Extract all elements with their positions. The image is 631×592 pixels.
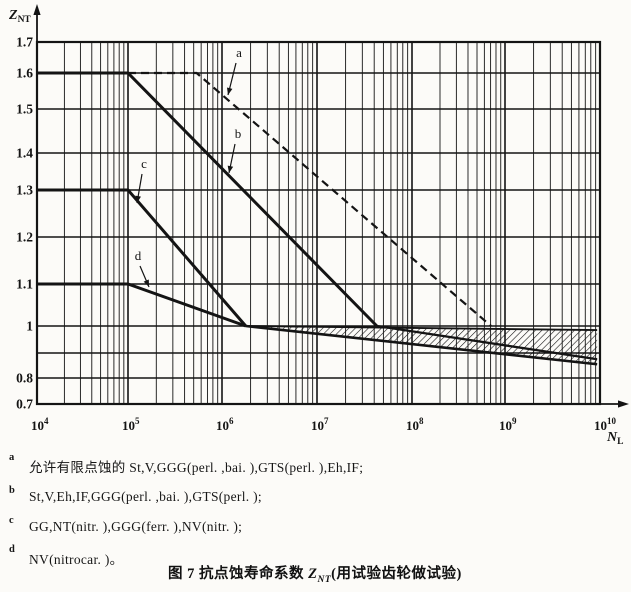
x-axis-title: NL <box>606 430 623 447</box>
y-tick-label: 1 <box>26 319 33 334</box>
footnote-c-text: GG,NT(nitr. ),GGG(ferr. ),NV(nitr. ); <box>29 519 243 534</box>
curve-label-arrowhead-b <box>227 165 234 173</box>
band-top <box>245 325 598 331</box>
chart-area: ZNT NL 1.7 1.6 1.5 1.4 1.3 1.2 1.1 1 0.8 0.7 104 105 1… <box>8 4 629 447</box>
x-tick-label: 105 <box>122 416 140 433</box>
curve-a <box>128 71 492 327</box>
y-tick-label: 1.5 <box>16 102 33 117</box>
curve-label-arrowhead-c <box>135 195 141 203</box>
y-axis-arrowhead <box>33 4 41 15</box>
y-tick-label: 1.4 <box>16 146 33 161</box>
x-tick-label: 104 <box>31 416 49 433</box>
curve-label-c: c <box>141 156 147 171</box>
x-tick-label: 109 <box>499 416 517 433</box>
footnote-a-text: 允许有限点蚀的 St,V,GGG(perl. ,bai. ),GTS(perl.… <box>29 460 364 475</box>
y-tick-label: 1.1 <box>16 277 33 292</box>
curve-b <box>37 71 378 328</box>
x-tick-label: 1010 <box>594 416 617 433</box>
caption-symbol-sub: NT <box>317 574 332 585</box>
curve-b-continuation <box>376 324 598 361</box>
y-tick-label: 1.2 <box>16 230 33 245</box>
caption-symbol: Z <box>308 566 318 582</box>
y-tick-label: 0.8 <box>16 371 33 386</box>
curve-label-d: d <box>135 248 142 263</box>
curve-label-a: a <box>236 45 242 60</box>
y-tick-label: 1.7 <box>16 35 33 50</box>
y-tick-label: 1.3 <box>16 183 33 198</box>
caption-prefix: 图 7 抗点蚀寿命系数 <box>168 566 309 582</box>
footnote-a-marker: a <box>9 452 15 463</box>
x-axis-arrowhead <box>618 400 629 408</box>
curve-label-arrowhead-d <box>143 279 149 287</box>
x-tick-label: 106 <box>216 416 234 433</box>
footnote-b-text: St,V,Eh,IF,GGG(perl. ,bai. ),GTS(perl. )… <box>29 489 262 504</box>
x-tick-label: 108 <box>406 416 424 433</box>
curve-label-arrowhead-a <box>226 87 233 95</box>
y-axis-title: ZNT <box>8 8 31 25</box>
footnote-b-marker: b <box>9 485 15 496</box>
footnote-d-text: NV(nitrocar. )。 <box>29 552 124 567</box>
band-bottom <box>245 324 598 366</box>
znt-life-factor-chart: ZNT NL 1.7 1.6 1.5 1.4 1.3 1.2 1.1 1 0.8 0.7 104 105 1… <box>8 4 629 447</box>
plot-frame <box>35 40 602 406</box>
x-tick-label: 107 <box>311 416 329 433</box>
y-tick-label: 1.6 <box>16 66 33 81</box>
curve-c <box>37 188 247 327</box>
footnote-d-marker: d <box>9 544 15 555</box>
curve-label-b: b <box>235 126 242 141</box>
footnote-c-marker: c <box>9 515 14 526</box>
curve-d <box>37 282 247 328</box>
figure-caption: 图 7 抗点蚀寿命系数 ZNT(用试验齿轮做试验) <box>168 562 462 585</box>
caption-suffix: (用试验齿轮做试验) <box>331 566 462 582</box>
y-tick-label: 0.7 <box>16 397 33 412</box>
